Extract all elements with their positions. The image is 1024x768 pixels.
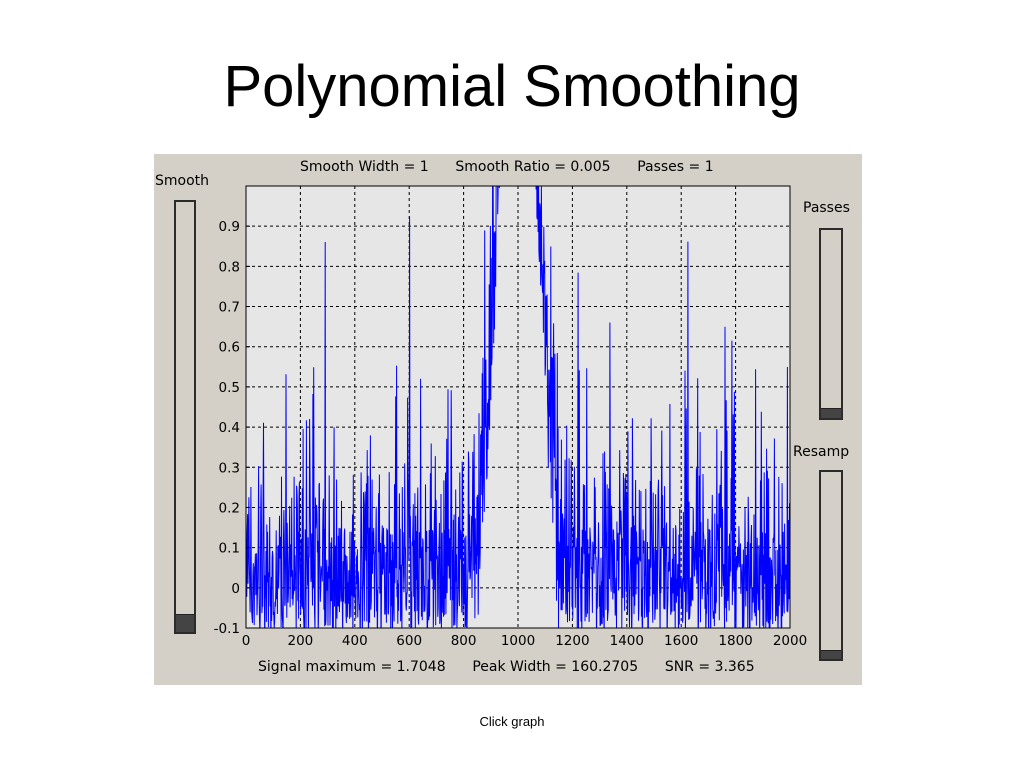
smooth-slider[interactable] bbox=[174, 200, 196, 634]
passes-slider[interactable] bbox=[819, 228, 843, 420]
resamp-slider-thumb[interactable] bbox=[821, 650, 841, 659]
x-tick-label: 800 bbox=[451, 633, 477, 649]
chart-footer-text: Signal maximum = 1.7048 Peak Width = 160… bbox=[258, 659, 755, 675]
y-tick-label: 0.5 bbox=[219, 380, 240, 396]
y-tick-label: 0.9 bbox=[219, 219, 240, 235]
smooth-label: Smooth bbox=[155, 173, 210, 189]
smooth-slider-thumb[interactable] bbox=[176, 614, 194, 632]
y-tick-label: 0.3 bbox=[219, 460, 240, 476]
signal-series-line bbox=[246, 186, 790, 628]
plot-frame bbox=[245, 185, 791, 629]
y-tick-label: 0.8 bbox=[219, 259, 240, 275]
y-tick-label: 0.2 bbox=[219, 500, 240, 516]
x-tick-label: 1600 bbox=[664, 633, 698, 649]
passes-slider-thumb[interactable] bbox=[821, 408, 841, 418]
x-tick-label: 0 bbox=[242, 633, 251, 649]
x-tick-label: 400 bbox=[342, 633, 368, 649]
x-tick-label: 1800 bbox=[718, 633, 752, 649]
y-tick-label: 0.7 bbox=[219, 300, 240, 316]
x-tick-label: 1000 bbox=[501, 633, 535, 649]
x-tick-label: 1200 bbox=[555, 633, 589, 649]
signal-plot[interactable]: -0.100.10.20.30.40.50.60.70.80.90 200 400 6… bbox=[154, 154, 862, 685]
slide-title: Polynomial Smoothing bbox=[223, 54, 801, 119]
y-tick-label: -0.1 bbox=[214, 621, 240, 637]
y-tick-label: 0.4 bbox=[219, 420, 240, 436]
y-tick-label: 0.1 bbox=[219, 541, 240, 557]
x-tick-label: 1400 bbox=[610, 633, 644, 649]
smoothing-app-window: Smooth Passes Resamp Smooth Width = 1 Sm… bbox=[154, 154, 862, 685]
passes-label: Passes bbox=[803, 200, 850, 216]
x-tick-label: 2000 bbox=[773, 633, 807, 649]
x-tick-label: 200 bbox=[288, 633, 314, 649]
x-tick-label: 600 bbox=[396, 633, 422, 649]
click-graph-caption: Click graph bbox=[479, 714, 545, 729]
chart-header-text: Smooth Width = 1 Smooth Ratio = 0.005 Pa… bbox=[300, 159, 714, 175]
resamp-slider[interactable] bbox=[819, 470, 843, 661]
y-tick-label: 0.6 bbox=[219, 340, 240, 356]
y-tick-label: 0 bbox=[231, 581, 240, 597]
resamp-label: Resamp bbox=[793, 444, 850, 460]
